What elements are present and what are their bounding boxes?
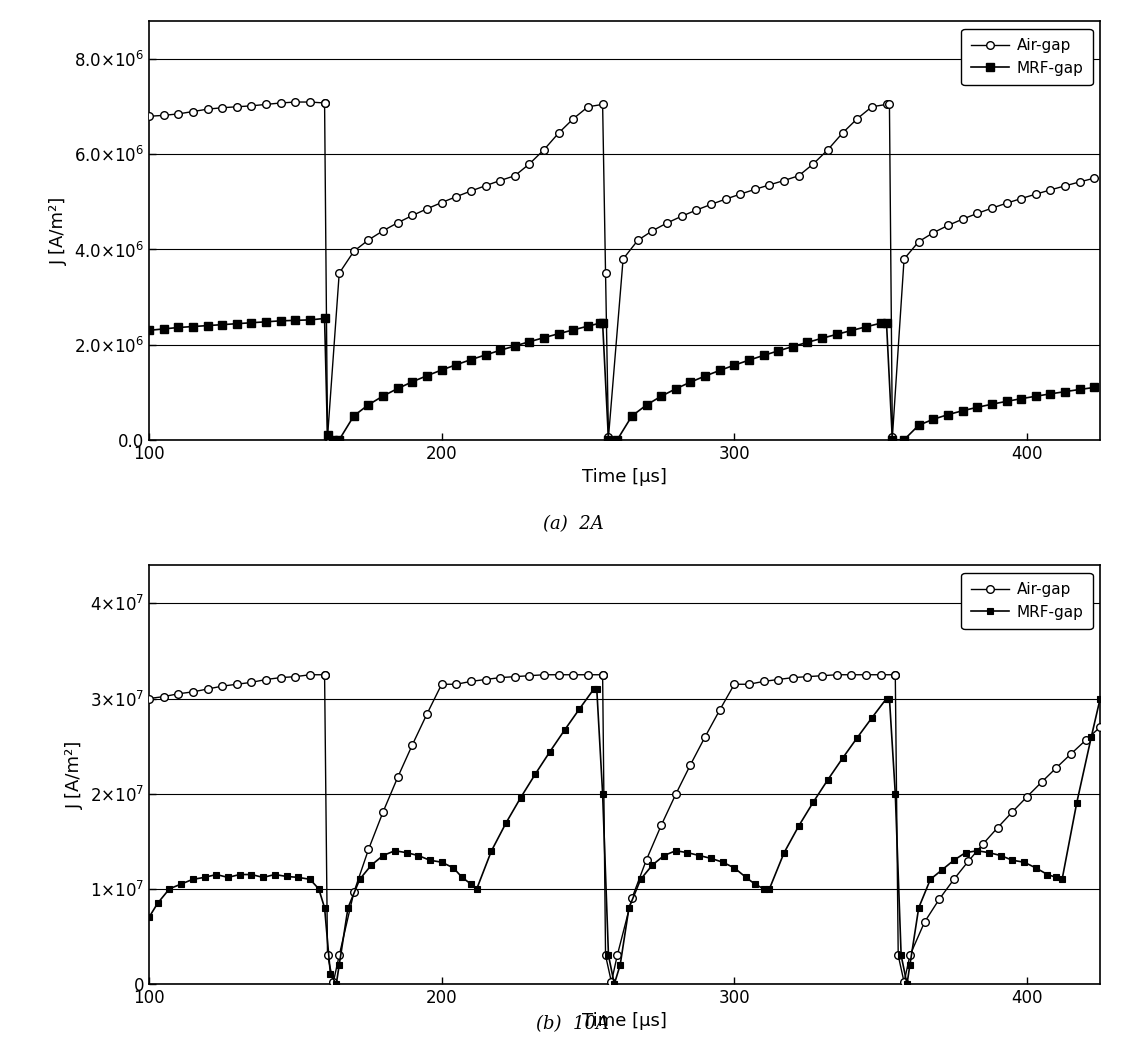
MRF-gap: [728, 359, 741, 371]
Air-gap: [303, 669, 316, 681]
Air-gap: [1093, 720, 1107, 733]
MRF-gap: [327, 434, 340, 446]
X-axis label: Time [μs]: Time [μs]: [582, 469, 667, 487]
Air-gap: [327, 975, 340, 988]
Air-gap: [933, 893, 947, 906]
Air-gap: [289, 95, 303, 108]
Line: Air-gap: Air-gap: [146, 671, 1104, 986]
X-axis label: Time [μs]: Time [μs]: [582, 1013, 667, 1030]
Air-gap: [617, 253, 630, 266]
MRF-gap: [289, 314, 303, 327]
Air-gap: [1058, 180, 1072, 193]
MRF-gap: [172, 322, 186, 334]
Air-gap: [172, 108, 186, 121]
MRF-gap: [835, 752, 849, 765]
Line: Air-gap: Air-gap: [146, 98, 1098, 441]
MRF-gap: [611, 434, 625, 446]
Air-gap: [1014, 193, 1028, 205]
Y-axis label: J [A/m²]: J [A/m²]: [50, 197, 69, 264]
MRF-gap: [317, 312, 331, 325]
Air-gap: [230, 678, 244, 691]
Air-gap: [888, 669, 902, 681]
Air-gap: [1005, 805, 1019, 818]
MRF-gap: [142, 324, 156, 336]
Air-gap: [903, 949, 917, 962]
MRF-gap: [142, 911, 156, 924]
Air-gap: [321, 431, 335, 443]
Air-gap: [142, 110, 156, 123]
Line: MRF-gap: MRF-gap: [146, 686, 1104, 987]
Y-axis label: J [A/m²]: J [A/m²]: [66, 741, 84, 808]
Legend: Air-gap, MRF-gap: Air-gap, MRF-gap: [961, 573, 1092, 628]
Air-gap: [142, 692, 156, 705]
Text: (b)  10A: (b) 10A: [536, 1015, 610, 1033]
MRF-gap: [280, 870, 293, 882]
Air-gap: [1088, 171, 1101, 184]
MRF-gap: [971, 844, 984, 857]
MRF-gap: [1058, 385, 1072, 398]
MRF-gap: [1014, 393, 1028, 405]
Legend: Air-gap, MRF-gap: Air-gap, MRF-gap: [961, 29, 1092, 85]
Line: MRF-gap: MRF-gap: [146, 314, 1098, 443]
MRF-gap: [587, 682, 601, 695]
MRF-gap: [1093, 692, 1107, 705]
MRF-gap: [947, 854, 960, 867]
Air-gap: [733, 188, 747, 201]
Text: (a)  2A: (a) 2A: [542, 515, 604, 533]
MRF-gap: [1070, 797, 1084, 809]
Air-gap: [303, 95, 316, 108]
MRF-gap: [434, 856, 448, 869]
Air-gap: [897, 975, 911, 988]
MRF-gap: [1088, 381, 1101, 394]
MRF-gap: [329, 978, 343, 990]
